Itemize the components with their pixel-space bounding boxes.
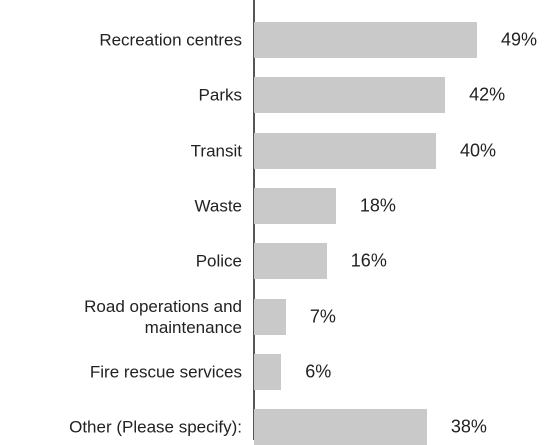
category-label: Fire rescue services (89, 362, 242, 382)
bar (254, 353, 282, 390)
bar (254, 243, 327, 280)
value-label: 7% (309, 306, 336, 326)
value-label: 16% (350, 250, 387, 271)
value-label: 49% (500, 29, 537, 50)
value-label: 18% (359, 195, 396, 216)
category-label: Police (195, 251, 242, 271)
bar (254, 409, 427, 445)
value-label: 42% (469, 84, 506, 105)
category-label: Recreation centres (99, 30, 242, 50)
value-label: 40% (460, 140, 497, 161)
value-label: 38% (450, 416, 487, 437)
category-label: Other (Please specify): (69, 417, 242, 437)
bar (254, 187, 336, 224)
bar (254, 77, 446, 114)
bar (254, 132, 436, 169)
category-label: Road operations and maintenance (84, 296, 242, 337)
value-label: 6% (305, 361, 332, 382)
bar (254, 298, 286, 335)
bar (254, 22, 477, 58)
category-label: Transit (190, 141, 242, 161)
category-label: Parks (198, 85, 242, 105)
category-label: Waste (194, 196, 242, 216)
axis-line (253, 0, 255, 440)
